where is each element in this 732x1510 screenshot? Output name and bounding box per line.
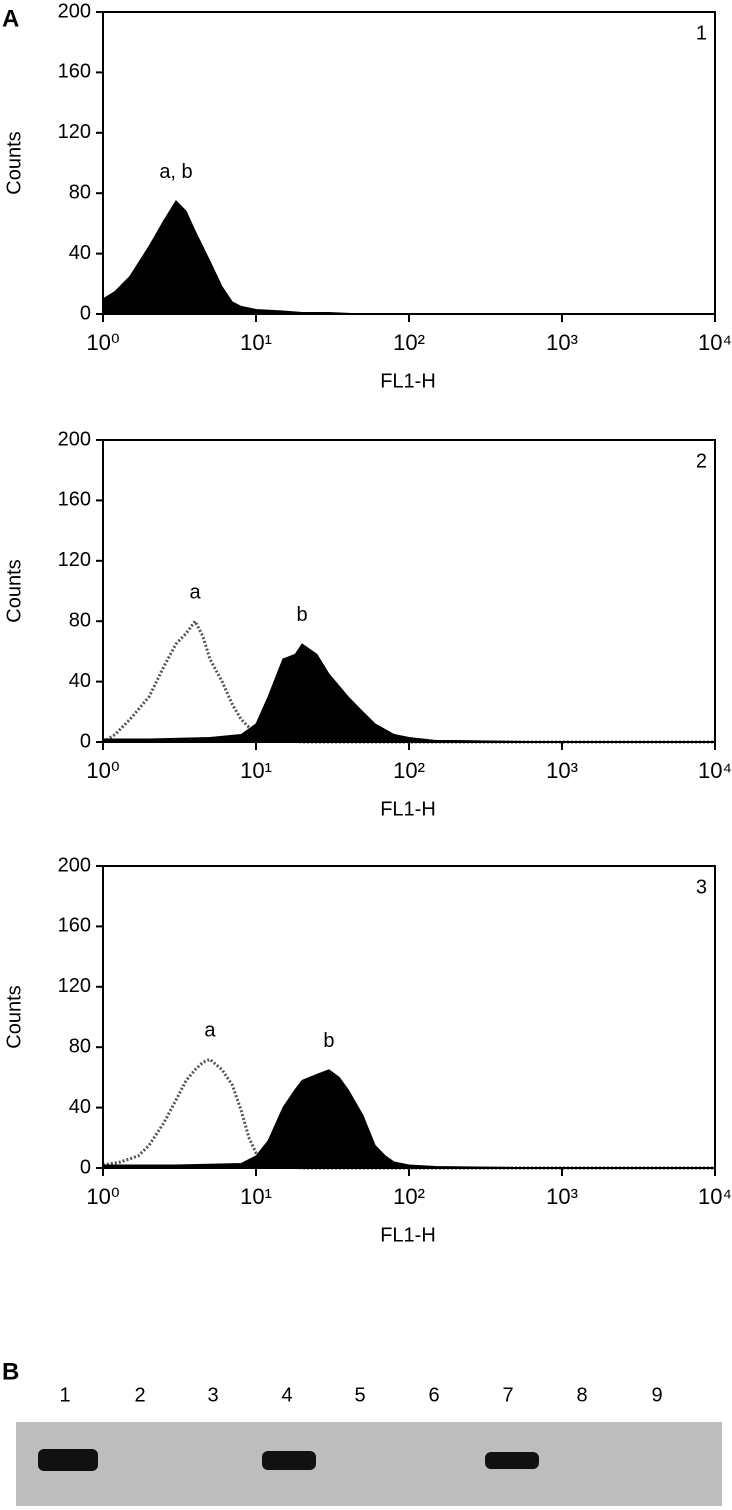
x-tick-label: 10⁰	[86, 758, 119, 783]
panel-number: 2	[696, 450, 707, 472]
histogram-line	[102, 1057, 715, 1170]
y-tick-label: 40	[69, 242, 91, 264]
x-axis-label: FL1-H	[380, 798, 436, 820]
lane-label: 2	[134, 1384, 145, 1406]
histogram-line	[102, 618, 715, 744]
y-tick-label: 0	[80, 302, 91, 324]
histogram-area	[102, 199, 715, 315]
y-tick-label: 160	[58, 61, 91, 83]
x-tick-label: 10⁰	[86, 330, 119, 355]
x-tick-label: 10³	[546, 330, 578, 355]
lane-label: 3	[207, 1384, 218, 1406]
series-label: b	[323, 1030, 334, 1052]
y-tick-label: 200	[58, 428, 91, 450]
y-tick-label: 40	[69, 670, 91, 692]
x-axis-label: FL1-H	[380, 370, 436, 392]
x-tick-label: 10⁴	[698, 1184, 732, 1209]
y-tick-label: 80	[69, 609, 91, 631]
gel-band	[262, 1451, 316, 1470]
y-tick-label: 120	[58, 121, 91, 143]
y-tick-label: 40	[69, 1096, 91, 1118]
panel-number: 1	[696, 22, 707, 44]
gel-band	[38, 1449, 98, 1471]
y-tick-label: 200	[58, 0, 91, 22]
y-tick-label: 120	[58, 549, 91, 571]
y-tick-label: 160	[58, 489, 91, 511]
x-tick-label: 10⁰	[86, 1184, 119, 1209]
panel-label: A	[2, 5, 19, 32]
y-tick-label: 120	[58, 975, 91, 997]
histogram-area	[102, 643, 715, 743]
panel-label: B	[2, 1358, 19, 1385]
y-axis-label: Counts	[3, 131, 25, 194]
x-tick-label: 10¹	[240, 1184, 272, 1209]
lane-label: 6	[428, 1384, 439, 1406]
plot-frame	[102, 439, 716, 743]
series-label: a	[190, 581, 202, 603]
gel	[16, 1422, 722, 1506]
x-tick-label: 10⁴	[698, 758, 732, 783]
plot-frame	[102, 11, 716, 315]
y-tick-label: 80	[69, 1035, 91, 1057]
x-tick-label: 10¹	[240, 330, 272, 355]
lane-label: 5	[354, 1384, 365, 1406]
x-axis-label: FL1-H	[380, 1224, 436, 1246]
lane-label: 4	[281, 1384, 292, 1406]
lane-label: 9	[651, 1384, 662, 1406]
y-axis-label: Counts	[3, 985, 25, 1048]
lane-label: 7	[502, 1384, 513, 1406]
x-tick-label: 10²	[393, 758, 425, 783]
y-tick-label: 160	[58, 915, 91, 937]
series-label: b	[296, 604, 307, 626]
y-tick-label: 80	[69, 181, 91, 203]
y-tick-label: 200	[58, 854, 91, 876]
lane-label: 8	[576, 1384, 587, 1406]
lane-label: 1	[59, 1384, 70, 1406]
y-axis-label: Counts	[3, 559, 25, 622]
series-label: a, b	[159, 161, 192, 183]
panel-number: 3	[696, 876, 707, 898]
x-tick-label: 10²	[393, 330, 425, 355]
x-tick-label: 10⁴	[698, 330, 732, 355]
x-tick-label: 10¹	[240, 758, 272, 783]
histogram-area	[102, 1069, 715, 1169]
series-label: a	[204, 1020, 216, 1042]
x-tick-label: 10³	[546, 758, 578, 783]
plot-frame	[102, 865, 716, 1169]
gel-band	[485, 1452, 539, 1469]
y-tick-label: 0	[80, 1156, 91, 1178]
x-tick-label: 10³	[546, 1184, 578, 1209]
y-tick-label: 0	[80, 730, 91, 752]
x-tick-label: 10²	[393, 1184, 425, 1209]
